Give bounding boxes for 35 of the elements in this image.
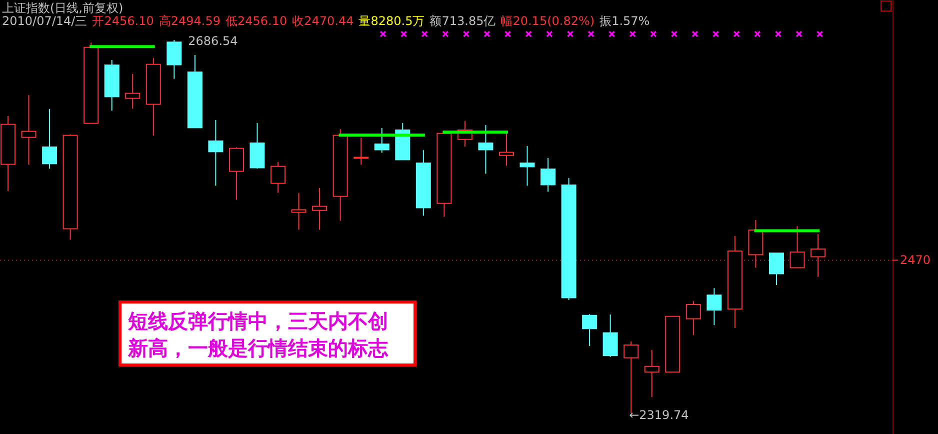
candlestick — [228, 146, 244, 200]
annotation: 短线反弹行情中，三天内不创新高，一般是行情结束的标志 — [127, 309, 389, 360]
candlestick — [686, 300, 701, 336]
candlestick — [374, 128, 390, 154]
chart-title: 上证指数(日线,前复权) — [2, 1, 124, 15]
ref-line-label: 2470 — [900, 253, 931, 268]
candlestick — [21, 94, 36, 166]
text: 低2456.10 — [225, 14, 288, 28]
text: 额713.85亿 — [430, 14, 496, 28]
candlestick — [768, 252, 784, 286]
text: 振1.57% — [600, 14, 650, 28]
candlestick — [478, 124, 494, 174]
candlestick — [312, 188, 328, 230]
candlestick — [498, 132, 514, 166]
text: 幅20.15(0.82%) — [500, 14, 595, 28]
candlestick — [270, 162, 286, 194]
candlestick — [582, 314, 598, 347]
text: 收2470.44 — [292, 14, 354, 28]
candlestick — [354, 137, 369, 166]
candlestick — [520, 146, 535, 186]
candlestick — [208, 119, 224, 186]
candlestick — [602, 314, 618, 358]
candlestick — [706, 288, 722, 326]
annotation: ←2319.74 — [629, 408, 689, 422]
candlestick — [644, 349, 660, 398]
text: 开2456.10 — [92, 14, 154, 28]
candlestick — [540, 158, 556, 192]
annotation: 2686.54 — [188, 34, 238, 48]
text: 量8280.5万 — [358, 14, 425, 28]
candlestick — [291, 192, 306, 230]
text: 高2494.59 — [158, 14, 220, 28]
candlestick — [42, 108, 58, 170]
candlestick — [166, 40, 182, 80]
text: 2010/07/14/三 — [2, 14, 88, 28]
candlestick — [125, 74, 140, 110]
